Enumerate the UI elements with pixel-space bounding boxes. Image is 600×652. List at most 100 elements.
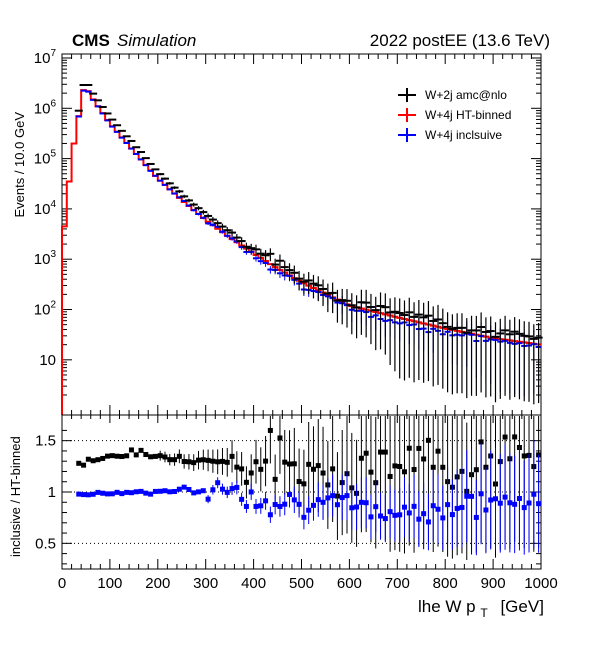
x-tick-label: 1000 <box>524 575 557 592</box>
ratio-inclusive-point <box>272 502 278 508</box>
ratio-amcnlo-point <box>411 467 417 473</box>
ratio-amcnlo-point <box>196 457 202 463</box>
ratio-amcnlo-point <box>143 452 149 458</box>
ratio-amcnlo-point <box>133 452 139 458</box>
ratio-inclusive-point <box>526 500 532 506</box>
ratio-amcnlo-point <box>109 453 115 459</box>
ratio-amcnlo-point <box>301 481 307 487</box>
ratio-amcnlo-point <box>148 454 154 460</box>
ratio-inclusive-point <box>497 500 503 506</box>
ratio-inclusive-point <box>85 492 91 498</box>
ratio-inclusive-point <box>105 491 111 497</box>
ratio-amcnlo-point <box>176 453 182 459</box>
ratio-inclusive-point <box>239 496 245 502</box>
ratio-inclusive-point <box>330 493 336 499</box>
ratio-inclusive-point <box>200 488 206 494</box>
ratio-inclusive-point <box>373 504 379 510</box>
ratio-amcnlo-point <box>90 458 96 464</box>
bottom-y-axis: 0.5 1 1.5 <box>35 429 541 565</box>
ratio-inclusive-point <box>219 486 225 492</box>
ratio-inclusive-point <box>291 497 297 503</box>
ratio-amcnlo-point <box>401 469 407 475</box>
ratio-inclusive-point <box>282 501 288 507</box>
simulation-tag: Simulation <box>117 31 196 50</box>
ratio-amcnlo-point <box>229 453 235 459</box>
ratio-inclusive-point <box>339 495 345 501</box>
x-tick-label: 500 <box>289 575 314 592</box>
ratio-amcnlo-point <box>473 467 479 473</box>
ratio-amcnlo-point <box>224 459 230 465</box>
ratio-amcnlo-point <box>191 460 197 466</box>
ratio-inclusive-point <box>425 519 431 525</box>
ratio-amcnlo-point <box>378 449 384 455</box>
run-info-label: 2022 postEE (13.6 TeV) <box>370 31 550 50</box>
ratio-amcnlo-point <box>219 458 225 464</box>
ratio-inclusive-point <box>459 504 465 510</box>
ratio-amcnlo-point <box>296 479 302 485</box>
ratio-inclusive-point <box>354 504 360 510</box>
ratio-inclusive-point <box>411 503 417 509</box>
legend-label-w4j-ht: W+4j HT-binned <box>425 108 511 122</box>
ratio-amcnlo-point <box>263 458 269 464</box>
ratio-inclusive-point <box>258 503 264 509</box>
ratio-inclusive-point <box>521 505 527 511</box>
ratio-amcnlo-point <box>85 456 91 462</box>
legend-entry-w4j-ht: W+4j HT-binned <box>398 108 511 122</box>
ratio-amcnlo-point <box>310 466 316 472</box>
ratio-inclusive-point <box>464 493 470 499</box>
ratio-inclusive-point <box>114 489 120 495</box>
ratio-inclusive-point <box>100 490 106 496</box>
ratio-inclusive-point <box>229 486 235 492</box>
ratio-amcnlo-point <box>320 470 326 476</box>
ratio-amcnlo-point <box>215 459 221 465</box>
ratio-amcnlo-point <box>128 447 134 453</box>
ratio-inclusive-point <box>320 499 326 505</box>
ratio-amcnlo-point <box>124 453 130 459</box>
ratio-inclusive-point <box>109 491 115 497</box>
ratio-amcnlo-point <box>181 458 187 464</box>
top-y-tick-label: 10 <box>39 352 56 369</box>
ratio-inclusive-point <box>310 502 316 508</box>
ratio-amcnlo-point <box>287 461 293 467</box>
ratio-inclusive-point <box>215 480 221 486</box>
bottom-x-axis: 0 100 200 300 400 500 600 700 800 900 1000 <box>58 415 558 592</box>
top-y-tick-label: 102 <box>34 300 57 319</box>
ratio-inclusive-point <box>95 489 101 495</box>
ratio-inclusive-point <box>90 491 96 497</box>
top-panel: 10 102 103 104 105 106 107 Events / 10.0 GeV W… <box>12 48 543 416</box>
ratio-amcnlo-point <box>425 437 431 443</box>
ratio-amcnlo-point <box>105 453 111 459</box>
top-y-tick-label: 103 <box>34 249 57 268</box>
bottom-y-tick-label: 1.5 <box>35 433 56 450</box>
ratio-amcnlo-point <box>478 439 484 445</box>
ratio-amcnlo-point <box>239 466 245 472</box>
ratio-inclusive-point <box>478 491 484 497</box>
ratio-inclusive-point <box>430 503 436 509</box>
ratio-inclusive-point <box>119 491 125 497</box>
ratio-inclusive-point <box>162 488 168 494</box>
ratio-amcnlo-point <box>306 461 312 467</box>
ratio-inclusive-point <box>248 489 254 495</box>
ratio-amcnlo-point <box>258 466 264 472</box>
top-y-tick-label: 104 <box>34 199 57 218</box>
ratio-amcnlo-point <box>330 466 336 472</box>
ratio-amcnlo-point <box>421 456 427 462</box>
ratio-amcnlo-point <box>243 479 249 485</box>
ratio-inclusive-point <box>76 491 82 497</box>
ratio-amcnlo-point <box>138 447 144 453</box>
ratio-amcnlo-point <box>282 459 288 465</box>
ratio-inclusive-point <box>243 503 249 509</box>
x-axis-label-sub: T <box>480 606 488 620</box>
bottom-y-tick-label: 0.5 <box>35 535 56 552</box>
x-tick-label: 400 <box>241 575 266 592</box>
ratio-inclusive-point <box>315 497 321 503</box>
ratio-amcnlo-point <box>100 455 106 461</box>
ratio-inclusive-point <box>406 510 412 516</box>
top-y-tick-label: 105 <box>34 149 57 168</box>
ratio-inclusive-point <box>143 490 149 496</box>
ratio-amcnlo-point <box>152 453 158 459</box>
ratio-amcnlo-point <box>167 457 173 463</box>
x-tick-label: 0 <box>58 575 66 592</box>
ratio-amcnlo-point <box>521 453 527 459</box>
ratio-inclusive-point <box>210 487 216 493</box>
